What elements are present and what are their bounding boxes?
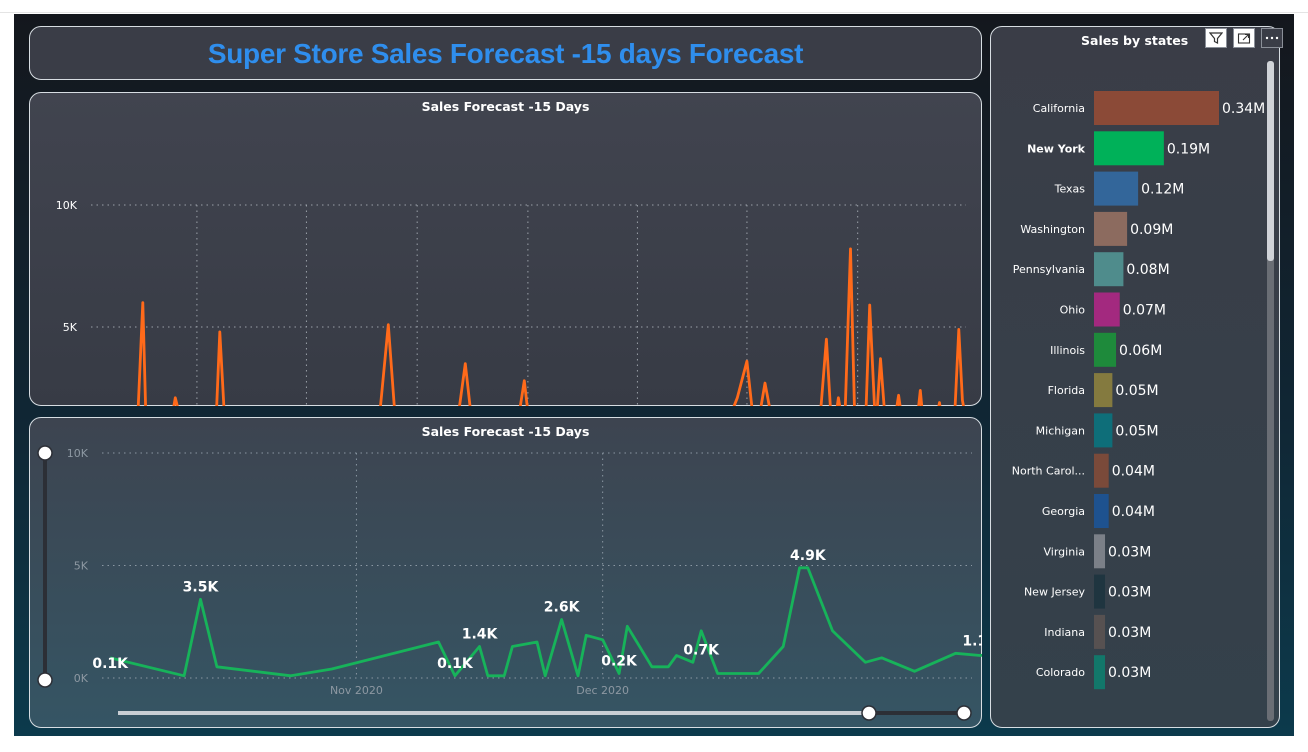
data-label: 2.6K [544, 600, 581, 616]
series-line [109, 566, 982, 678]
sales-by-states-card[interactable]: Sales by states California 0.34M New York 0… [990, 26, 1283, 728]
filter-icon[interactable] [1205, 28, 1227, 48]
category-label: Texas [1054, 183, 1086, 196]
chart-title: Sales Forecast -15 Days [421, 424, 590, 439]
dashboard-title: Super Store Sales Forecast -15 days Fore… [207, 38, 804, 69]
more-options-icon[interactable] [1261, 28, 1283, 48]
data-label: 0.05M [1115, 383, 1158, 399]
y-tick-label: 10K [56, 199, 78, 212]
sales-forecast-zoom-chart[interactable]: Sales Forecast -15 Days 0K 5K 10K Nov 2020 D… [29, 417, 982, 728]
bar [1094, 453, 1109, 488]
category-label: Ohio [1060, 304, 1086, 317]
category-label: Michigan [1036, 424, 1085, 437]
bar [1094, 655, 1106, 690]
category-label: Colorado [1036, 666, 1085, 679]
data-label: 0.03M [1108, 665, 1151, 681]
sales-forecast-chart[interactable]: Sales Forecast -15 Days 0K5K10KApr 2019J… [29, 92, 982, 406]
bar [1094, 614, 1106, 649]
category-label: Washington [1020, 223, 1085, 236]
category-label: New Jersey [1024, 586, 1086, 599]
y-zoom-handle-top [37, 445, 53, 461]
focus-mode-icon[interactable] [1233, 28, 1255, 48]
bar [1094, 171, 1139, 206]
bar [1094, 574, 1106, 609]
sales-by-states-plot: California 0.34M New York 0.19M Texas 0.12M Wa… [1012, 91, 1265, 690]
data-label: 0.05M [1115, 423, 1158, 439]
data-label: 0.2K [601, 654, 638, 670]
chart-title: Sales Forecast -15 Days [421, 99, 590, 114]
data-label: 0.08M [1126, 262, 1169, 278]
bar [1094, 373, 1113, 408]
data-label: 3.5K [183, 579, 220, 595]
bar [1094, 91, 1219, 125]
category-label: Indiana [1044, 626, 1085, 639]
category-label: Virginia [1044, 545, 1085, 558]
data-label: 0.03M [1108, 625, 1151, 641]
x-zoom-handle-left [861, 705, 877, 721]
data-label: 0.34M [1222, 101, 1265, 117]
x-tick-label: Nov 2020 [330, 684, 383, 697]
data-label: 0.03M [1108, 585, 1151, 601]
category-label: North Carol... [1012, 465, 1085, 478]
data-label: 0.03M [1108, 544, 1151, 560]
data-label: 1.1K [962, 633, 982, 649]
category-label: Georgia [1042, 505, 1085, 518]
chart-title: Sales by states [1081, 33, 1189, 48]
data-label: 0.12M [1141, 182, 1184, 198]
x-zoom-handle-right [956, 705, 972, 721]
series-line [136, 247, 965, 406]
y-tick-label: 5K [63, 321, 78, 334]
sales-forecast-plot: 0K5K10KApr 2019Jul 2019Oct 2019Jan 2020A… [56, 199, 966, 406]
report-canvas: Super Store Sales Forecast -15 days Fore… [14, 14, 1294, 736]
bar [1094, 252, 1124, 287]
bar [1094, 494, 1109, 528]
category-label: California [1033, 102, 1085, 115]
data-label: 0.19M [1167, 141, 1210, 157]
y-zoom-handle-bottom [37, 672, 53, 688]
data-label: 0.7K [683, 642, 720, 658]
y-tick-label: 5K [74, 560, 89, 573]
bar [1094, 292, 1120, 327]
bar [1094, 413, 1113, 448]
bar [1094, 332, 1117, 367]
category-label: Illinois [1050, 344, 1085, 357]
data-label: 4.9K [790, 548, 827, 564]
x-tick-label: Dec 2020 [576, 684, 629, 697]
y-tick-label: 0K [74, 672, 89, 685]
y-tick-label: 10K [67, 447, 89, 460]
bar [1094, 211, 1128, 246]
sales-forecast-zoom-plot: 0K 5K 10K Nov 2020 Dec 2020 0.1K 3.5K 0.1K 1.4K 2… [37, 445, 982, 721]
data-label: 0.1K [437, 656, 474, 672]
data-label: 0.04M [1112, 504, 1155, 520]
bar [1094, 131, 1164, 166]
bar [1094, 534, 1106, 569]
data-label: 1.4K [462, 627, 499, 643]
data-label: 0.09M [1130, 222, 1173, 238]
vertical-scrollbar[interactable] [1267, 61, 1274, 721]
scrollbar-thumb[interactable] [1267, 61, 1274, 261]
data-label: 0.1K [92, 656, 129, 672]
data-label: 0.04M [1112, 464, 1155, 480]
category-label: Pennsylvania [1013, 263, 1085, 276]
category-label: Florida [1048, 384, 1085, 397]
data-label: 0.06M [1119, 343, 1162, 359]
data-label: 0.07M [1123, 303, 1166, 319]
category-label: New York [1027, 142, 1086, 155]
top-ribbon-strip [0, 0, 1308, 13]
title-card: Super Store Sales Forecast -15 days Fore… [29, 26, 982, 80]
